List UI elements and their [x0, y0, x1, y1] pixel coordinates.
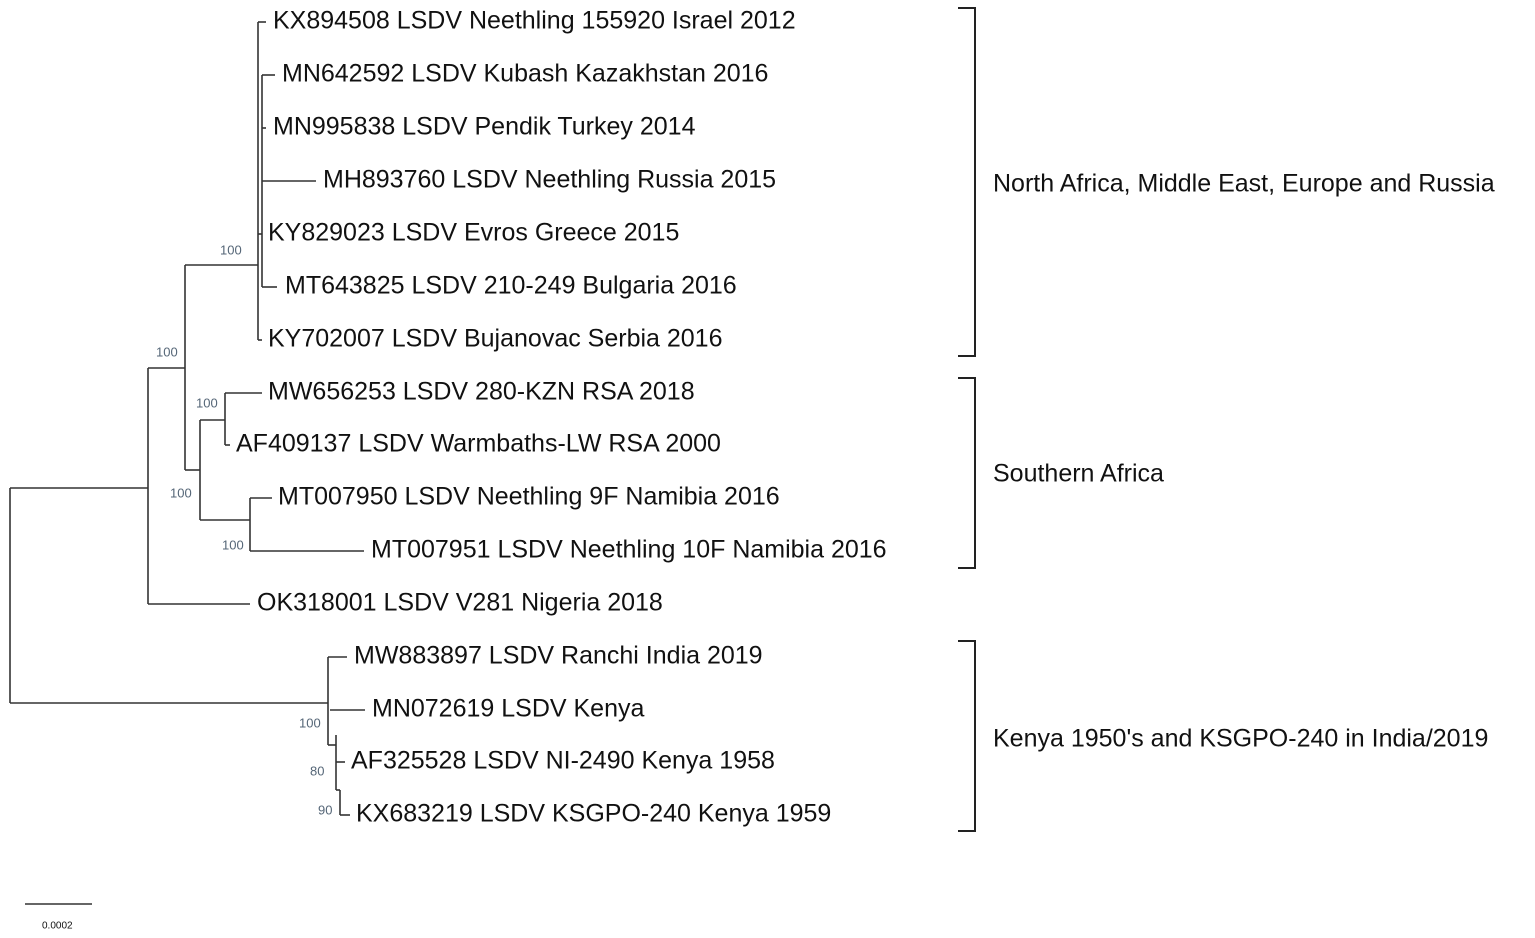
bootstrap-values: 100 100 100 100 100 100 80 90	[156, 242, 332, 817]
leaf-label: MW656253 LSDV 280-KZN RSA 2018	[268, 378, 695, 406]
leaf-label: MW883897 LSDV Ranchi India 2019	[354, 642, 763, 670]
bootstrap-value: 100	[220, 242, 242, 257]
tree-branches	[9, 21, 365, 905]
clade-brackets	[958, 7, 976, 832]
scale-bar-label: 0.0002	[42, 921, 73, 932]
leaf-label: MN072619 LSDV Kenya	[372, 695, 644, 723]
leaf-label: KY829023 LSDV Evros Greece 2015	[268, 219, 679, 247]
bootstrap-value: 100	[299, 715, 321, 730]
leaf-labels: KX894508 LSDV Neethling 155920 Israel 20…	[236, 7, 887, 828]
leaf-label: MT007950 LSDV Neethling 9F Namibia 2016	[278, 483, 780, 511]
clade-label: Kenya 1950's and KSGPO-240 in India/2019	[993, 725, 1488, 753]
bootstrap-value: 100	[196, 395, 218, 410]
bootstrap-value: 100	[170, 485, 192, 500]
leaf-label: MN995838 LSDV Pendik Turkey 2014	[273, 113, 696, 141]
bootstrap-value: 90	[318, 802, 332, 817]
bootstrap-value: 80	[310, 763, 324, 778]
clade-label: North Africa, Middle East, Europe and Ru…	[993, 170, 1495, 198]
leaf-label: MT007951 LSDV Neethling 10F Namibia 2016	[371, 536, 887, 564]
clade-label: Southern Africa	[993, 460, 1164, 488]
bootstrap-value: 100	[222, 537, 244, 552]
leaf-label: AF325528 LSDV NI-2490 Kenya 1958	[351, 747, 775, 775]
bootstrap-value: 100	[156, 344, 178, 359]
leaf-label: KX683219 LSDV KSGPO-240 Kenya 1959	[356, 800, 831, 828]
leaf-label: MN642592 LSDV Kubash Kazakhstan 2016	[282, 60, 768, 88]
leaf-label: KX894508 LSDV Neethling 155920 Israel 20…	[273, 7, 796, 35]
leaf-label: AF409137 LSDV Warmbaths-LW RSA 2000	[236, 430, 721, 458]
leaf-label: KY702007 LSDV Bujanovac Serbia 2016	[268, 325, 723, 353]
leaf-label: MT643825 LSDV 210-249 Bulgaria 2016	[285, 272, 737, 300]
leaf-label: MH893760 LSDV Neethling Russia 2015	[323, 166, 776, 194]
leaf-label: OK318001 LSDV V281 Nigeria 2018	[257, 589, 663, 617]
